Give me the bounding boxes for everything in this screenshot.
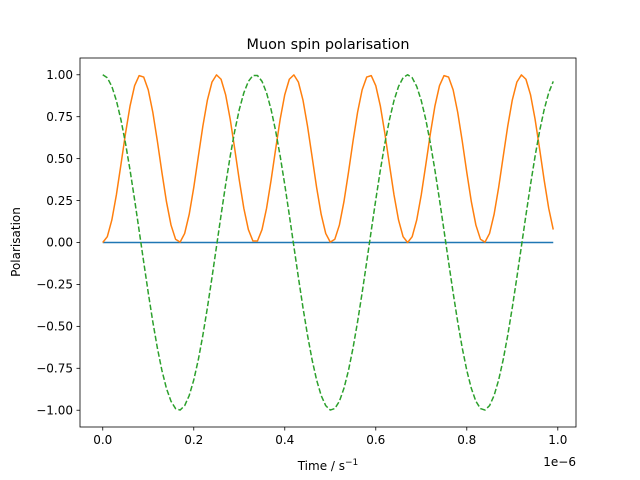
- y-tick-label: 0.25: [46, 194, 73, 208]
- x-tick-label: 1.0: [548, 433, 567, 447]
- x-tick-label: 0.2: [184, 433, 203, 447]
- x-offset-label: 1e−6: [543, 455, 576, 469]
- y-tick-label: −0.25: [36, 278, 73, 292]
- y-tick-label: 0.00: [46, 236, 73, 250]
- series-line-green: [102, 74, 554, 411]
- x-tick-label: 0.0: [93, 433, 112, 447]
- x-axis-label-superscript: −1: [345, 458, 358, 468]
- x-tick-label: 0.4: [275, 433, 294, 447]
- y-tick-label: 1.00: [46, 68, 73, 82]
- y-tick-label: 0.50: [46, 152, 73, 166]
- y-tick-label: 0.75: [46, 110, 73, 124]
- y-axis: −1.00 −0.75 −0.50 −0.25 0.00 0.25 0.50 0.75 1.00: [36, 68, 80, 417]
- y-tick-label: −0.50: [36, 320, 73, 334]
- x-axis: 0.0 0.2 0.4 0.6 0.8 1.0: [93, 427, 567, 447]
- series-line-orange: [102, 74, 554, 244]
- x-axis-label: Time / s−1: [297, 458, 359, 473]
- y-tick-label: −0.75: [36, 361, 73, 375]
- x-tick-label: 0.6: [366, 433, 385, 447]
- x-tick-label: 0.8: [457, 433, 476, 447]
- x-axis-label-main: Time / s: [297, 459, 345, 473]
- y-tick-label: −1.00: [36, 403, 73, 417]
- series-layer: [102, 74, 554, 411]
- chart-title: Muon spin polarisation: [247, 37, 410, 53]
- y-axis-label: Polarisation: [9, 207, 23, 277]
